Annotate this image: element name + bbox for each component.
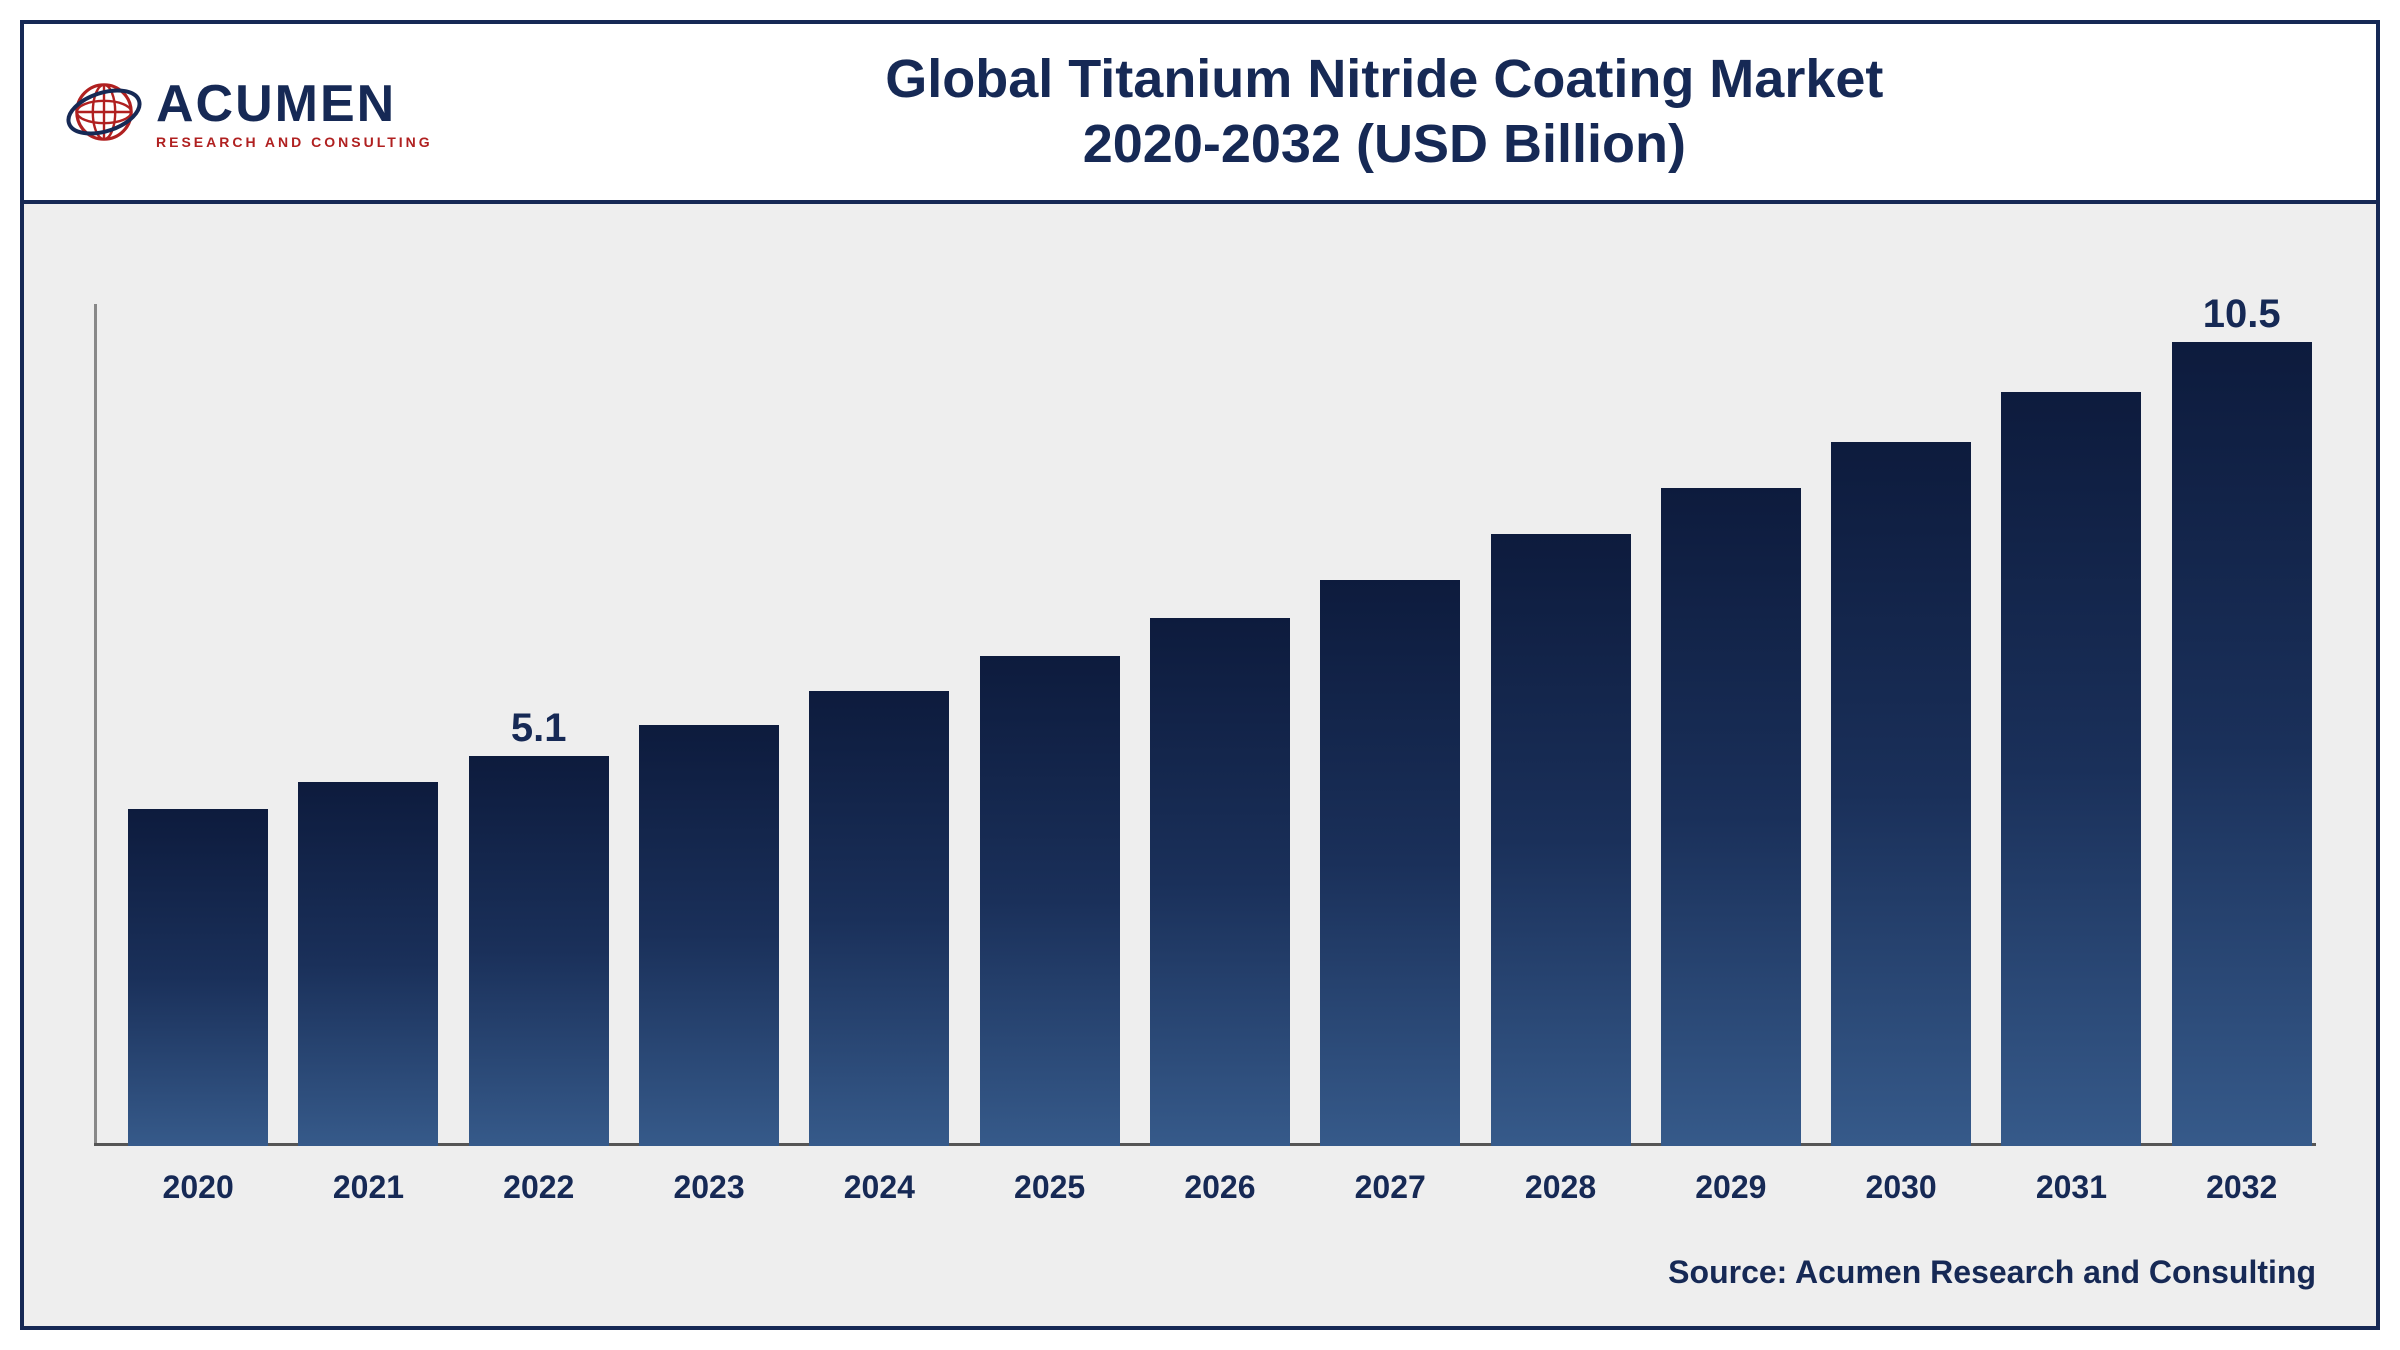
logo-text: ACUMEN RESEARCH AND CONSULTING <box>156 74 433 150</box>
bar <box>980 656 1120 1146</box>
bars-container: 5.1 10.5 <box>124 304 2316 1146</box>
x-labels: 2020 2021 2022 2023 2024 2025 2026 2027 2028 2029… <box>94 1169 2316 1206</box>
x-label: 2027 <box>1320 1169 1460 1206</box>
bar <box>1491 534 1631 1146</box>
x-label: 2028 <box>1491 1169 1631 1206</box>
bar <box>298 782 438 1146</box>
x-label: 2022 <box>469 1169 609 1206</box>
bar: 5.1 <box>469 756 609 1146</box>
x-label: 2026 <box>1150 1169 1290 1206</box>
bar-value-label: 5.1 <box>511 706 567 751</box>
x-label: 2021 <box>298 1169 438 1206</box>
x-label: 2024 <box>809 1169 949 1206</box>
bar <box>1320 580 1460 1146</box>
title-block: Global Titanium Nitride Coating Market 2… <box>433 47 2336 177</box>
bar <box>2001 392 2141 1146</box>
title-line-2: 2020-2032 (USD Billion) <box>433 112 2336 177</box>
logo-name: ACUMEN <box>156 74 433 134</box>
y-axis <box>94 304 97 1146</box>
x-label: 2030 <box>1831 1169 1971 1206</box>
chart-area: 5.1 10.5 2020 2021 2022 2023 2024 2025 2026 2027… <box>64 224 2336 1226</box>
x-label: 2031 <box>2001 1169 2141 1206</box>
header: ACUMEN RESEARCH AND CONSULTING Global Ti… <box>24 24 2376 204</box>
x-label: 2032 <box>2172 1169 2312 1206</box>
bar <box>128 809 268 1146</box>
logo: ACUMEN RESEARCH AND CONSULTING <box>64 72 433 152</box>
x-label: 2025 <box>980 1169 1120 1206</box>
bar: 10.5 <box>2172 342 2312 1146</box>
title-line-1: Global Titanium Nitride Coating Market <box>433 47 2336 112</box>
globe-icon <box>64 72 144 152</box>
bar <box>1661 488 1801 1146</box>
x-label: 2020 <box>128 1169 268 1206</box>
bar <box>1150 618 1290 1146</box>
logo-tagline: RESEARCH AND CONSULTING <box>156 134 433 150</box>
chart-frame: ACUMEN RESEARCH AND CONSULTING Global Ti… <box>20 20 2380 1330</box>
plot: 5.1 10.5 <box>94 304 2316 1146</box>
bar <box>639 725 779 1146</box>
bar <box>1831 442 1971 1146</box>
x-label: 2029 <box>1661 1169 1801 1206</box>
source-text: Source: Acumen Research and Consulting <box>1668 1254 2316 1291</box>
x-label: 2023 <box>639 1169 779 1206</box>
bar-value-label: 10.5 <box>2203 292 2281 337</box>
bar <box>809 691 949 1146</box>
